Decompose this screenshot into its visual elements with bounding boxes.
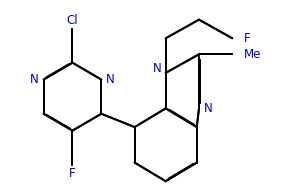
Text: N: N xyxy=(30,73,39,86)
Text: F: F xyxy=(69,167,76,180)
Text: F: F xyxy=(243,32,250,45)
Text: Me: Me xyxy=(243,48,261,61)
Text: N: N xyxy=(152,62,161,75)
Text: N: N xyxy=(106,73,115,86)
Text: N: N xyxy=(203,102,212,115)
Text: Cl: Cl xyxy=(67,14,78,27)
